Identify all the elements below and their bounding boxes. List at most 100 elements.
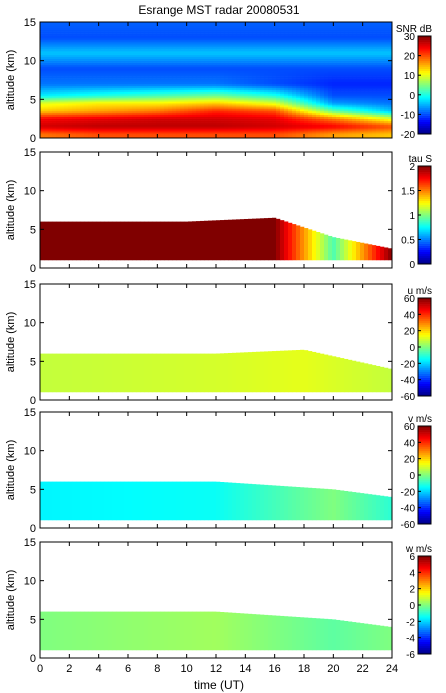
heatmap-cell — [292, 70, 297, 73]
heatmap-cell — [92, 33, 97, 36]
heatmap-cell — [52, 99, 57, 102]
heatmap-cell — [332, 105, 337, 108]
heatmap-cell — [56, 105, 61, 108]
heatmap-cell — [292, 116, 297, 119]
heatmap-cell — [180, 51, 185, 54]
heatmap-cell — [300, 58, 305, 61]
heatmap-cell — [44, 97, 49, 100]
heatmap-cell — [40, 122, 45, 125]
heatmap-cell — [100, 87, 105, 90]
heatmap-cell — [140, 107, 145, 110]
heatmap-cell — [96, 56, 101, 60]
heatmap-cell — [272, 132, 277, 135]
heatmap-cell — [208, 85, 213, 89]
heatmap-cell — [224, 70, 229, 73]
heatmap-cell — [140, 83, 145, 87]
heatmap-cell — [156, 105, 161, 108]
heatmap-cell — [164, 93, 169, 96]
heatmap-cell — [164, 35, 169, 38]
heatmap-cell — [168, 118, 173, 121]
heatmap-cell — [128, 116, 133, 119]
heatmap-cell — [300, 112, 305, 116]
heatmap-cell — [100, 116, 105, 119]
heatmap-cell — [176, 136, 181, 139]
heatmap-cell — [348, 23, 353, 27]
heatmap-cell — [252, 93, 257, 96]
heatmap-cell — [160, 83, 165, 87]
heatmap-cell — [352, 41, 357, 44]
heatmap-cell — [228, 85, 233, 89]
heatmap-cell — [200, 80, 205, 83]
heatmap-cell — [172, 97, 177, 100]
heatmap-cell — [152, 89, 157, 92]
heatmap-cell — [248, 52, 253, 56]
heatmap-cell — [160, 35, 165, 38]
heatmap-cell — [48, 134, 53, 137]
heatmap-cell — [312, 25, 317, 29]
heatmap-cell — [176, 87, 181, 90]
heatmap-cell — [96, 54, 101, 58]
heatmap-cell — [328, 85, 333, 89]
heatmap-cell — [164, 76, 169, 79]
heatmap-cell — [244, 85, 249, 89]
heatmap-cell — [96, 35, 101, 38]
heatmap-cell — [228, 72, 233, 75]
heatmap-cell — [140, 116, 145, 119]
heatmap-cell — [140, 120, 145, 123]
heatmap-cell — [88, 47, 93, 50]
heatmap-cell — [288, 89, 293, 92]
heatmap-cell — [332, 31, 337, 34]
heatmap-cell — [264, 114, 269, 118]
heatmap-cell — [60, 80, 65, 83]
heatmap-cell — [340, 130, 345, 133]
heatmap-cell — [104, 78, 109, 81]
heatmap-cell — [172, 81, 177, 85]
heatmap-cell — [152, 91, 157, 94]
heatmap-cell — [80, 110, 85, 114]
heatmap-cell — [288, 66, 293, 69]
heatmap-cell — [312, 51, 317, 54]
heatmap-cell — [160, 97, 165, 100]
heatmap-cell — [220, 37, 225, 40]
heatmap-cell — [252, 99, 257, 102]
heatmap-cell — [128, 114, 133, 118]
heatmap-cell — [276, 116, 281, 119]
heatmap-cell — [324, 116, 329, 119]
heatmap-cell — [272, 29, 277, 32]
heatmap-cell — [304, 101, 309, 104]
heatmap-cell — [160, 60, 165, 63]
heatmap-cell — [344, 64, 349, 67]
heatmap-cell — [100, 130, 105, 133]
heatmap-cell — [180, 89, 185, 92]
heatmap-cell — [104, 80, 109, 83]
heatmap-cell — [220, 109, 225, 112]
heatmap-cell — [292, 72, 297, 75]
heatmap-cell — [80, 107, 85, 110]
heatmap-cell — [124, 97, 129, 100]
heatmap-cell — [216, 112, 221, 116]
heatmap-cell — [208, 70, 213, 73]
heatmap-cell — [100, 64, 105, 67]
heatmap-cell — [216, 132, 221, 135]
heatmap-cell — [236, 89, 241, 92]
heatmap-cell — [128, 62, 133, 65]
heatmap-cell — [112, 93, 117, 96]
heatmap-cell — [180, 124, 185, 127]
heatmap-cell — [240, 109, 245, 112]
heatmap-cell — [164, 109, 169, 112]
heatmap-cell — [120, 81, 125, 85]
heatmap-cell — [172, 103, 177, 106]
heatmap-cell — [232, 29, 237, 32]
heatmap-cell — [120, 43, 125, 46]
heatmap-cell — [204, 101, 209, 104]
heatmap-cell — [288, 114, 293, 118]
heatmap-cell — [304, 23, 309, 27]
heatmap-cell — [228, 128, 233, 131]
heatmap-cell — [80, 118, 85, 121]
heatmap-cell — [212, 39, 217, 42]
heatmap-cell — [148, 43, 153, 46]
heatmap-cell — [248, 23, 253, 27]
heatmap-cell — [224, 80, 229, 83]
heatmap-cell — [356, 112, 361, 116]
heatmap-cell — [248, 110, 253, 114]
